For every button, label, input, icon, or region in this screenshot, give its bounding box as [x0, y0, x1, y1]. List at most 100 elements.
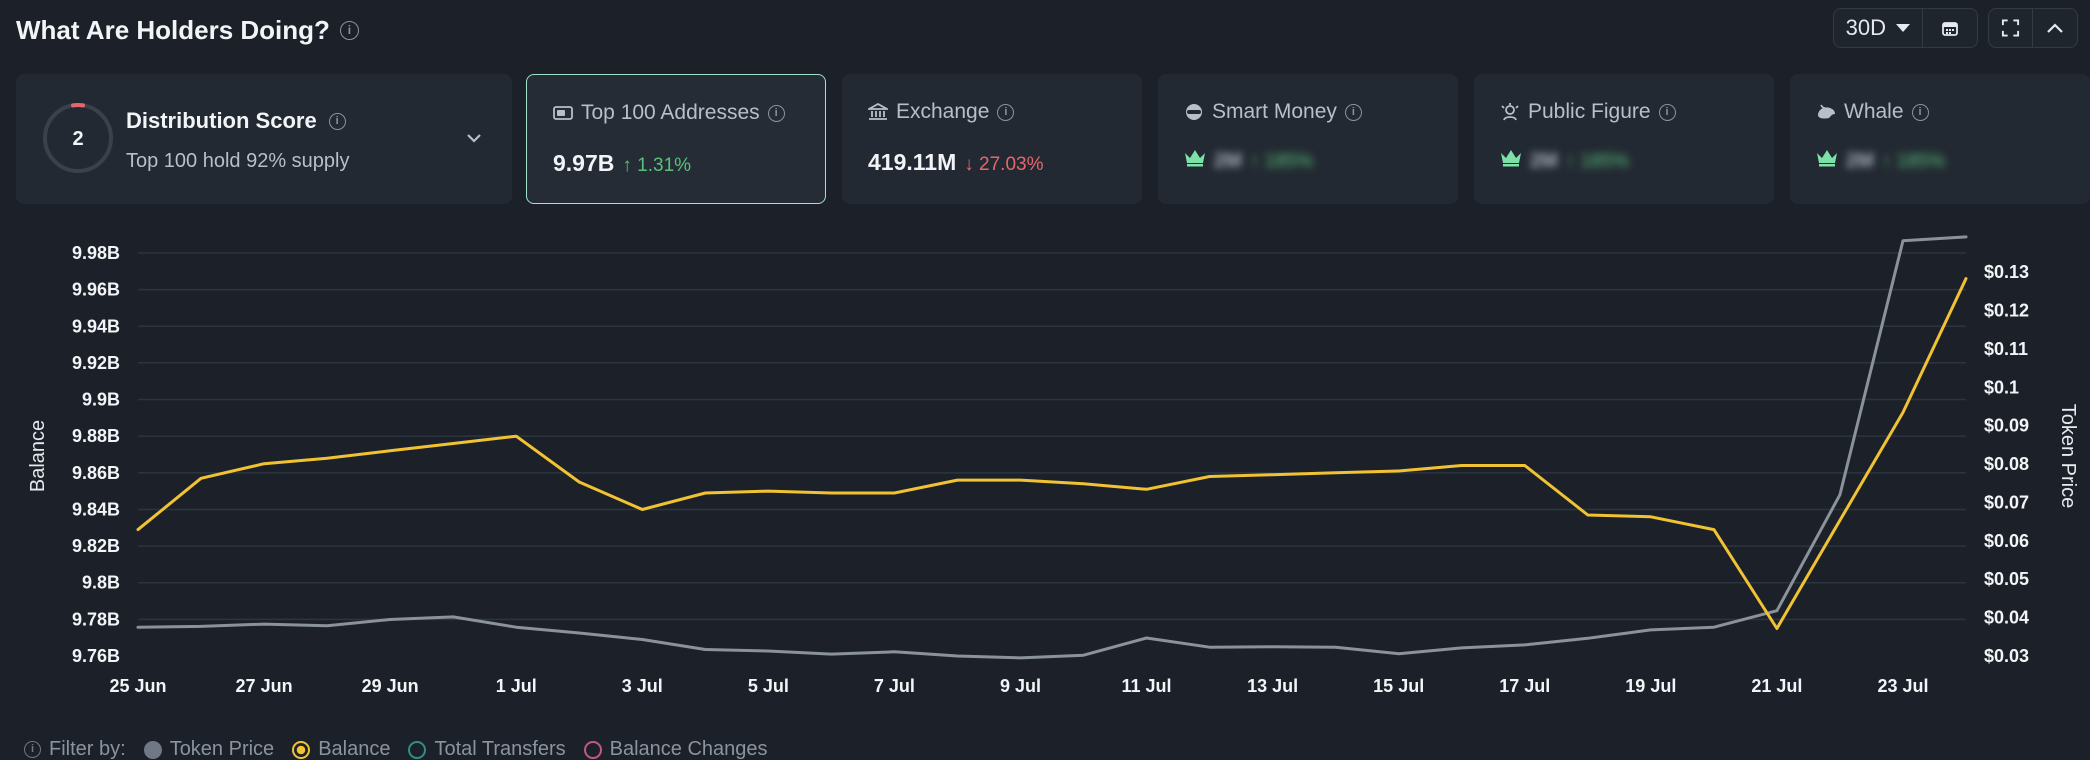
card-change: 185% — [1264, 151, 1314, 172]
whale-icon — [1818, 104, 1835, 119]
calendar-button[interactable] — [1923, 9, 1977, 47]
y-right-tick-label: $0.07 — [1984, 492, 2029, 512]
chevron-down-icon[interactable] — [466, 130, 482, 146]
info-icon[interactable]: i — [24, 741, 41, 758]
filter-option-balance-changes[interactable]: Balance Changes — [583, 738, 768, 760]
card-label: Exchange — [896, 100, 990, 123]
card-change: 27.03% — [979, 154, 1044, 175]
y-right-tick-label: $0.12 — [1984, 301, 2029, 321]
card-label-row: Smart Money i — [1184, 100, 1362, 124]
card-value-row: 2M ↑ 185% — [1184, 149, 1313, 173]
calendar-icon — [1942, 22, 1958, 36]
card-value: 2M — [1846, 150, 1874, 172]
public-figure-card[interactable]: Public Figure i 2M ↑ 185% — [1474, 74, 1774, 204]
exchange-card[interactable]: Exchange i 419.11M ↓ 27.03% — [842, 74, 1142, 204]
chart-grid — [138, 252, 1966, 621]
info-icon[interactable]: i — [1344, 103, 1362, 121]
filter-option-label: Balance — [318, 738, 391, 760]
y-tick-label: 9.86B — [72, 463, 120, 483]
balance-changes-dot-icon — [583, 740, 602, 759]
y-right-tick-label: $0.09 — [1984, 416, 2029, 436]
card-label: Whale — [1844, 100, 1904, 123]
filter-option-balance[interactable]: Balance — [292, 738, 390, 760]
change-up: ↑ 185% — [1565, 151, 1630, 172]
x-tick-label: 13 Jul — [1247, 676, 1298, 696]
x-tick-label: 7 Jul — [874, 676, 915, 696]
crown-icon — [1501, 150, 1521, 167]
x-tick-label: 19 Jul — [1625, 676, 1676, 696]
card-value-row: 9.97B ↑ 1.31% — [553, 150, 691, 177]
holder-cards: 2 Distribution Score i Top 100 hold 92% … — [16, 74, 2090, 206]
y-right-tick-label: $0.11 — [1984, 339, 2028, 359]
x-tick-label: 27 Jun — [236, 676, 293, 696]
left-axis-ticks: 9.76B 9.78B 9.8B 9.82B 9.84B 9.86B 9.88B 9.9B 9.… — [72, 243, 120, 666]
card-change: 185% — [1580, 151, 1630, 172]
filter-option-token-price[interactable]: Token Price — [143, 738, 274, 760]
y-tick-label: 9.8B — [82, 573, 120, 593]
fullscreen-button[interactable] — [1989, 9, 2033, 47]
distribution-score-card[interactable]: 2 Distribution Score i Top 100 hold 92% … — [16, 74, 512, 204]
x-tick-label: 11 Jul — [1122, 676, 1172, 696]
bank-icon — [868, 103, 888, 120]
info-icon[interactable]: i — [328, 112, 346, 130]
right-axis-ticks: $0.03 $0.04 $0.05 $0.06 $0.07 $0.08 $0.09 $0.1 $… — [1984, 262, 2029, 666]
view-controls — [1988, 8, 2078, 48]
page-title: What Are Holders Doing? — [16, 14, 330, 45]
y-tick-label: 9.78B — [72, 609, 120, 629]
score-title-row: Distribution Score i — [126, 108, 346, 134]
holders-chart[interactable]: 9.76B 9.78B 9.8B 9.82B 9.84B 9.86B 9.88B 9.9B 9.… — [0, 230, 2090, 700]
toolbar: 30D — [1832, 8, 2078, 48]
filter-label: Filter by: — [49, 738, 126, 760]
info-icon[interactable]: i — [997, 103, 1015, 121]
x-tick-label: 15 Jul — [1373, 676, 1424, 696]
card-label-row: Public Figure i — [1500, 100, 1676, 124]
score-value: 2 — [72, 128, 83, 150]
y-tick-label: 9.9B — [82, 390, 120, 410]
chevron-up-icon — [2047, 23, 2063, 33]
x-tick-label: 21 Jul — [1751, 676, 1802, 696]
info-icon[interactable]: i — [1911, 103, 1929, 121]
smart-money-icon — [1186, 104, 1202, 120]
token-price-line — [136, 235, 1968, 660]
public-figure-icon — [1501, 103, 1519, 121]
wallet-icon — [553, 106, 573, 120]
info-icon[interactable]: i — [339, 20, 359, 40]
period-value: 30D — [1845, 15, 1886, 40]
filter-option-label: Total Transfers — [434, 738, 566, 760]
whale-card[interactable]: Whale i 2M ↑ 185% — [1790, 74, 2090, 204]
y-tick-label: 9.96B — [72, 280, 120, 300]
y-right-tick-label: $0.03 — [1984, 646, 2029, 666]
info-icon[interactable]: i — [767, 104, 785, 122]
y-axis-right-title: Token Price — [2057, 404, 2079, 509]
balance-line — [136, 277, 1968, 630]
y-right-tick-label: $0.13 — [1984, 262, 2029, 282]
collapse-button[interactable] — [2033, 9, 2077, 47]
y-tick-label: 9.82B — [72, 536, 120, 556]
x-tick-label: 9 Jul — [1000, 676, 1041, 696]
card-label: Smart Money — [1212, 100, 1337, 123]
card-value: 9.97B — [553, 150, 615, 176]
card-value: 2M — [1530, 150, 1558, 172]
filter-option-total-transfers[interactable]: Total Transfers — [408, 738, 566, 760]
y-right-tick-label: $0.05 — [1984, 569, 2029, 589]
y-tick-label: 9.92B — [72, 353, 120, 373]
y-right-tick-label: $0.04 — [1984, 608, 2029, 628]
card-value-row: 2M ↑ 185% — [1816, 149, 1945, 173]
y-tick-label: 9.76B — [72, 646, 120, 666]
period-select[interactable]: 30D — [1834, 9, 1923, 47]
card-label-row: Exchange i — [868, 100, 1015, 124]
balance-dot-icon — [292, 740, 311, 759]
top-100-addresses-card[interactable]: Top 100 Addresses i 9.97B ↑ 1.31% — [526, 74, 826, 204]
change-up: ↑ 185% — [1249, 151, 1314, 172]
y-axis-title: Balance — [27, 420, 49, 492]
smart-money-card[interactable]: Smart Money i 2M ↑ 185% — [1158, 74, 1458, 204]
card-label: Public Figure — [1528, 100, 1651, 123]
x-tick-label: 29 Jun — [362, 676, 419, 696]
period-controls: 30D — [1832, 8, 1978, 48]
caret-down-icon — [1896, 24, 1910, 32]
filter-option-label: Balance Changes — [609, 738, 768, 760]
y-tick-label: 9.88B — [72, 426, 120, 446]
card-label-row: Whale i — [1816, 100, 1929, 124]
info-icon[interactable]: i — [1658, 103, 1676, 121]
card-value-row: 2M ↑ 185% — [1500, 149, 1629, 173]
